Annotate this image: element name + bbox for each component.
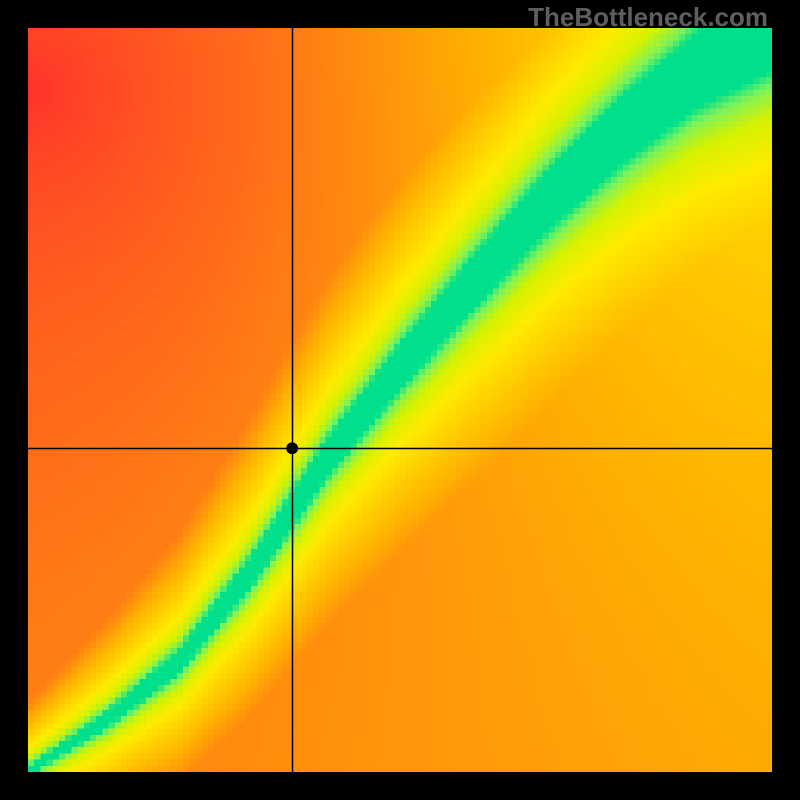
crosshair-overlay	[28, 28, 772, 772]
chart-frame: TheBottleneck.com	[0, 0, 800, 800]
watermark-text: TheBottleneck.com	[528, 2, 768, 33]
plot-area	[28, 28, 772, 772]
